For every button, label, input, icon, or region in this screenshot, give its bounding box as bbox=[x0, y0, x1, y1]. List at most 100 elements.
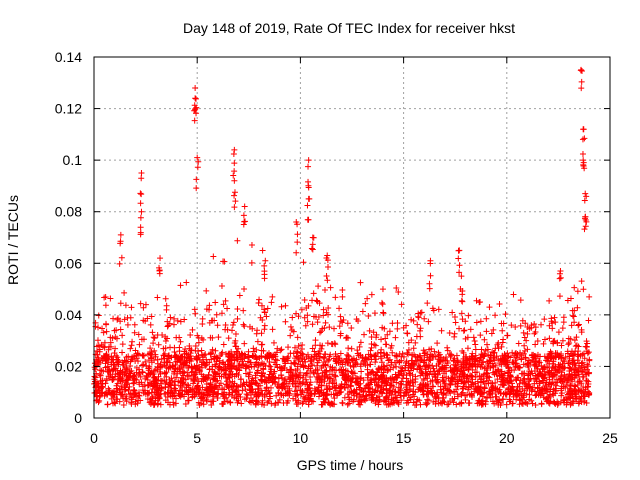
data-point bbox=[278, 303, 285, 310]
data-point bbox=[103, 351, 110, 358]
data-point bbox=[567, 295, 574, 302]
data-point bbox=[183, 279, 190, 286]
data-point bbox=[122, 370, 129, 377]
data-point bbox=[172, 358, 179, 365]
data-point bbox=[458, 273, 465, 280]
data-point bbox=[322, 287, 329, 294]
data-point bbox=[305, 178, 312, 185]
data-point bbox=[101, 354, 108, 361]
data-point bbox=[550, 358, 557, 365]
data-point bbox=[193, 176, 200, 183]
data-point bbox=[227, 399, 234, 406]
data-point bbox=[318, 401, 325, 408]
data-point bbox=[199, 320, 206, 327]
data-point bbox=[169, 377, 176, 384]
data-point bbox=[207, 398, 214, 405]
data-point bbox=[557, 361, 564, 368]
data-point bbox=[234, 306, 241, 313]
data-point bbox=[516, 380, 523, 387]
data-point bbox=[241, 286, 248, 292]
data-point bbox=[343, 381, 350, 388]
data-point bbox=[435, 356, 442, 363]
data-point bbox=[462, 335, 469, 342]
data-point bbox=[205, 371, 212, 378]
data-point bbox=[181, 359, 188, 366]
data-point bbox=[395, 389, 402, 396]
data-point bbox=[284, 390, 291, 397]
data-point bbox=[458, 378, 465, 385]
data-point bbox=[552, 365, 559, 372]
data-point bbox=[267, 375, 274, 382]
data-point bbox=[449, 309, 456, 316]
data-point bbox=[439, 394, 446, 401]
data-point bbox=[585, 362, 592, 369]
data-point bbox=[97, 372, 104, 379]
data-point bbox=[536, 380, 543, 387]
y-tick-label: 0.1 bbox=[63, 152, 83, 168]
data-point bbox=[337, 385, 344, 392]
data-point bbox=[483, 328, 490, 335]
data-point bbox=[202, 376, 209, 383]
data-point bbox=[165, 322, 172, 329]
data-point bbox=[440, 377, 447, 384]
data-point bbox=[544, 395, 551, 402]
data-point bbox=[229, 321, 236, 328]
data-point bbox=[286, 385, 293, 392]
data-point bbox=[264, 399, 271, 406]
data-point bbox=[368, 376, 375, 383]
data-point bbox=[469, 394, 476, 401]
data-point bbox=[579, 359, 586, 366]
data-point bbox=[552, 319, 559, 326]
data-point bbox=[156, 394, 163, 401]
data-point bbox=[249, 352, 256, 359]
data-point bbox=[419, 387, 426, 394]
data-point bbox=[263, 391, 270, 398]
data-point bbox=[113, 335, 120, 342]
data-point bbox=[571, 375, 578, 382]
data-point bbox=[366, 327, 373, 334]
data-point bbox=[467, 372, 474, 379]
data-point bbox=[220, 301, 227, 308]
data-point bbox=[484, 370, 491, 377]
data-point bbox=[472, 346, 479, 353]
data-point bbox=[378, 366, 385, 373]
data-point bbox=[386, 392, 393, 399]
data-point bbox=[348, 376, 355, 383]
data-point bbox=[181, 316, 188, 323]
data-point bbox=[406, 394, 413, 401]
data-point bbox=[198, 347, 205, 354]
data-point bbox=[282, 356, 289, 363]
data-point bbox=[192, 342, 199, 349]
data-point bbox=[446, 330, 453, 337]
data-point bbox=[199, 395, 206, 402]
data-point bbox=[393, 284, 400, 291]
data-point bbox=[310, 290, 317, 297]
data-point bbox=[470, 355, 477, 362]
data-point bbox=[494, 341, 501, 348]
data-point bbox=[193, 185, 200, 192]
data-point bbox=[313, 373, 320, 380]
data-point bbox=[177, 338, 184, 345]
data-point bbox=[366, 381, 373, 388]
data-point bbox=[521, 375, 528, 382]
data-point bbox=[97, 392, 104, 399]
data-point bbox=[339, 286, 346, 293]
data-point bbox=[532, 372, 539, 379]
data-point bbox=[241, 323, 248, 330]
data-point bbox=[451, 313, 458, 320]
data-point bbox=[451, 376, 458, 383]
data-point bbox=[533, 363, 540, 370]
data-point bbox=[155, 400, 162, 407]
data-point bbox=[140, 317, 147, 324]
data-point bbox=[570, 357, 577, 364]
data-point bbox=[176, 334, 183, 341]
data-point bbox=[345, 352, 352, 359]
data-point bbox=[417, 363, 424, 370]
data-point bbox=[164, 394, 171, 401]
data-point bbox=[288, 327, 295, 334]
data-point bbox=[574, 379, 581, 386]
data-point bbox=[231, 168, 238, 175]
data-point bbox=[231, 204, 238, 211]
data-point bbox=[492, 312, 499, 319]
